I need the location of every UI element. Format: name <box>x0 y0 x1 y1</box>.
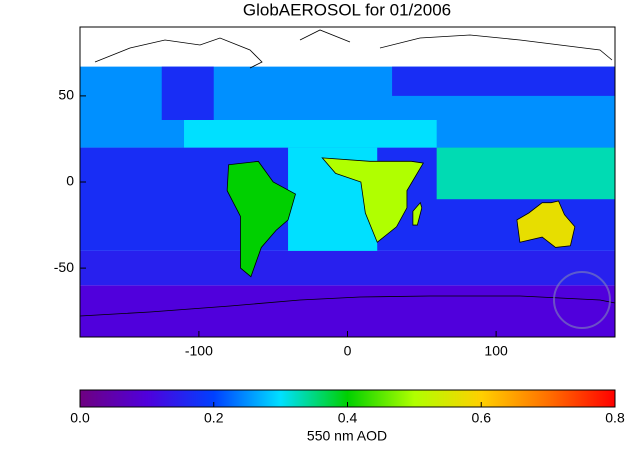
land-region <box>516 200 576 248</box>
ocean-region <box>80 285 615 337</box>
x-tick-label: 0 <box>344 343 352 359</box>
land-region <box>412 201 423 226</box>
ocean-region <box>436 147 615 200</box>
ocean-region <box>392 66 615 96</box>
colorbar-tick-label: 0.0 <box>70 410 90 426</box>
y-tick-label: -50 <box>54 259 74 275</box>
colorbar-tick-label: 0.4 <box>338 410 358 426</box>
x-tick-label: 100 <box>484 343 508 359</box>
ocean-region <box>80 250 615 286</box>
land-region <box>226 160 296 278</box>
antarctic-coast <box>79 295 616 317</box>
y-tick-label: 50 <box>58 87 74 103</box>
aod-regions <box>80 66 615 337</box>
ocean-region <box>184 120 437 148</box>
university-crest <box>553 271 611 329</box>
ocean-region <box>161 66 214 120</box>
colorbar-tick-label: 0.2 <box>204 410 224 426</box>
chart-title: GlobAEROSOL for 01/2006 <box>243 0 451 19</box>
colorbar-label: 550 nm AOD <box>307 428 387 444</box>
arctic-coast <box>94 29 613 69</box>
colorbar-tick-label: 0.6 <box>472 410 492 426</box>
coastlines <box>79 29 616 317</box>
y-tick-label: 0 <box>66 173 74 189</box>
colorbar-tick-label: 0.8 <box>605 410 625 426</box>
land-region <box>321 157 424 243</box>
x-tick-label: -100 <box>185 343 213 359</box>
